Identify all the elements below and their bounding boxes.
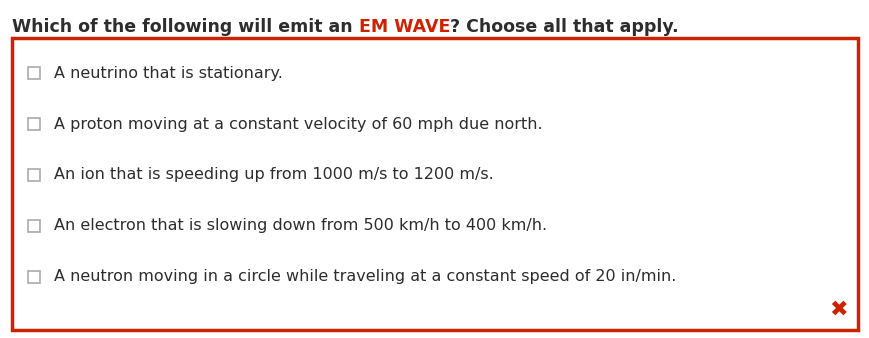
Text: An electron that is slowing down from 500 km/h to 400 km/h.: An electron that is slowing down from 50… [54, 218, 547, 233]
Text: EM WAVE: EM WAVE [358, 18, 449, 36]
Text: ✖: ✖ [828, 300, 847, 320]
Text: A neutron moving in a circle while traveling at a constant speed of 20 in/min.: A neutron moving in a circle while trave… [54, 269, 675, 284]
Text: ? Choose all that apply.: ? Choose all that apply. [449, 18, 678, 36]
Bar [28, 67, 40, 79]
Text: An ion that is speeding up from 1000 m/s to 1200 m/s.: An ion that is speeding up from 1000 m/s… [54, 168, 494, 183]
Bar [28, 220, 40, 232]
Bar [28, 169, 40, 181]
Bar [28, 118, 40, 130]
Text: A neutrino that is stationary.: A neutrino that is stationary. [54, 66, 282, 81]
Text: Which of the following will emit an: Which of the following will emit an [12, 18, 358, 36]
Bar [12, 38, 857, 330]
Bar [28, 271, 40, 283]
Text: A proton moving at a constant velocity of 60 mph due north.: A proton moving at a constant velocity o… [54, 117, 542, 132]
